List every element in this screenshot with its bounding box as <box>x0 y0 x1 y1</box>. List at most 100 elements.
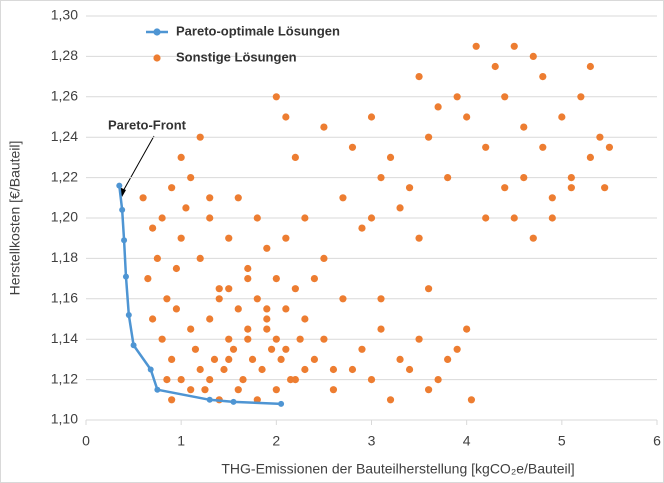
point <box>215 295 223 303</box>
x-tick-label: 3 <box>368 433 376 449</box>
point <box>291 285 299 293</box>
point <box>149 315 157 323</box>
point <box>577 93 585 101</box>
y-tick-label: 1,24 <box>51 128 78 144</box>
y-tick-label: 1,12 <box>51 370 78 386</box>
y-tick-label: 1,28 <box>51 47 78 63</box>
point <box>282 234 290 242</box>
point <box>267 345 276 353</box>
point <box>163 376 171 384</box>
y-tick-label: 1,20 <box>51 209 78 225</box>
point <box>539 73 547 81</box>
point <box>177 234 185 242</box>
point <box>282 345 290 353</box>
point <box>339 295 347 303</box>
point <box>463 325 471 333</box>
point <box>482 214 490 222</box>
point <box>329 365 338 374</box>
point <box>244 335 252 343</box>
x-tick-label: 0 <box>82 433 90 449</box>
point <box>296 335 304 343</box>
point <box>291 376 299 384</box>
point <box>220 365 228 374</box>
point <box>210 355 219 363</box>
point <box>434 103 442 111</box>
point <box>272 335 280 343</box>
point <box>529 52 537 61</box>
point <box>396 355 404 363</box>
point <box>139 194 147 202</box>
point <box>263 325 271 333</box>
point <box>206 396 213 403</box>
annotation: Pareto-Front <box>108 117 187 132</box>
point <box>301 214 309 222</box>
x-tick-label: 1 <box>177 433 185 449</box>
point <box>187 386 195 394</box>
point <box>244 275 252 283</box>
point <box>172 305 181 313</box>
point <box>196 365 204 374</box>
point <box>320 335 328 343</box>
point <box>320 254 328 262</box>
point <box>248 355 257 363</box>
point <box>258 365 266 374</box>
point <box>415 73 423 81</box>
point <box>386 153 395 161</box>
point <box>548 214 556 222</box>
legend-label: Sonstige Lösungen <box>176 49 297 64</box>
y-tick-label: 1,10 <box>51 411 78 427</box>
point <box>482 143 490 151</box>
point <box>520 174 528 182</box>
point <box>301 315 309 323</box>
point <box>444 355 452 363</box>
point <box>415 335 423 343</box>
point <box>358 224 366 232</box>
legend-marker <box>153 54 161 62</box>
point <box>244 264 252 273</box>
point <box>596 133 604 141</box>
point <box>501 93 509 101</box>
point <box>225 335 233 343</box>
y-tick-label: 1,30 <box>51 7 78 23</box>
point <box>130 342 137 349</box>
point <box>263 315 271 323</box>
point <box>348 143 357 151</box>
point <box>567 184 575 192</box>
point <box>467 396 476 404</box>
point <box>278 400 285 407</box>
point <box>239 376 247 384</box>
point <box>163 295 171 303</box>
point <box>348 365 357 374</box>
point <box>215 285 223 293</box>
point <box>339 194 347 202</box>
legend-marker <box>153 28 161 36</box>
annotation-arrow <box>121 135 155 194</box>
point <box>377 295 385 303</box>
point <box>149 224 157 232</box>
point <box>158 335 166 343</box>
point <box>191 345 200 353</box>
point <box>206 214 214 222</box>
point <box>405 365 414 374</box>
point <box>154 386 161 393</box>
point <box>225 355 233 363</box>
point <box>558 113 566 121</box>
point <box>206 194 214 202</box>
y-tick-label: 1,22 <box>51 168 78 184</box>
point <box>548 194 556 202</box>
point <box>396 204 404 212</box>
point <box>405 184 414 192</box>
point <box>234 194 242 202</box>
point <box>501 184 509 192</box>
point <box>282 113 290 121</box>
point <box>263 305 271 313</box>
point <box>282 305 290 313</box>
point <box>510 214 518 222</box>
point <box>187 325 195 333</box>
point <box>491 62 499 71</box>
point <box>301 365 309 374</box>
point <box>153 254 161 262</box>
y-tick-label: 1,26 <box>51 88 78 104</box>
point <box>377 325 385 333</box>
